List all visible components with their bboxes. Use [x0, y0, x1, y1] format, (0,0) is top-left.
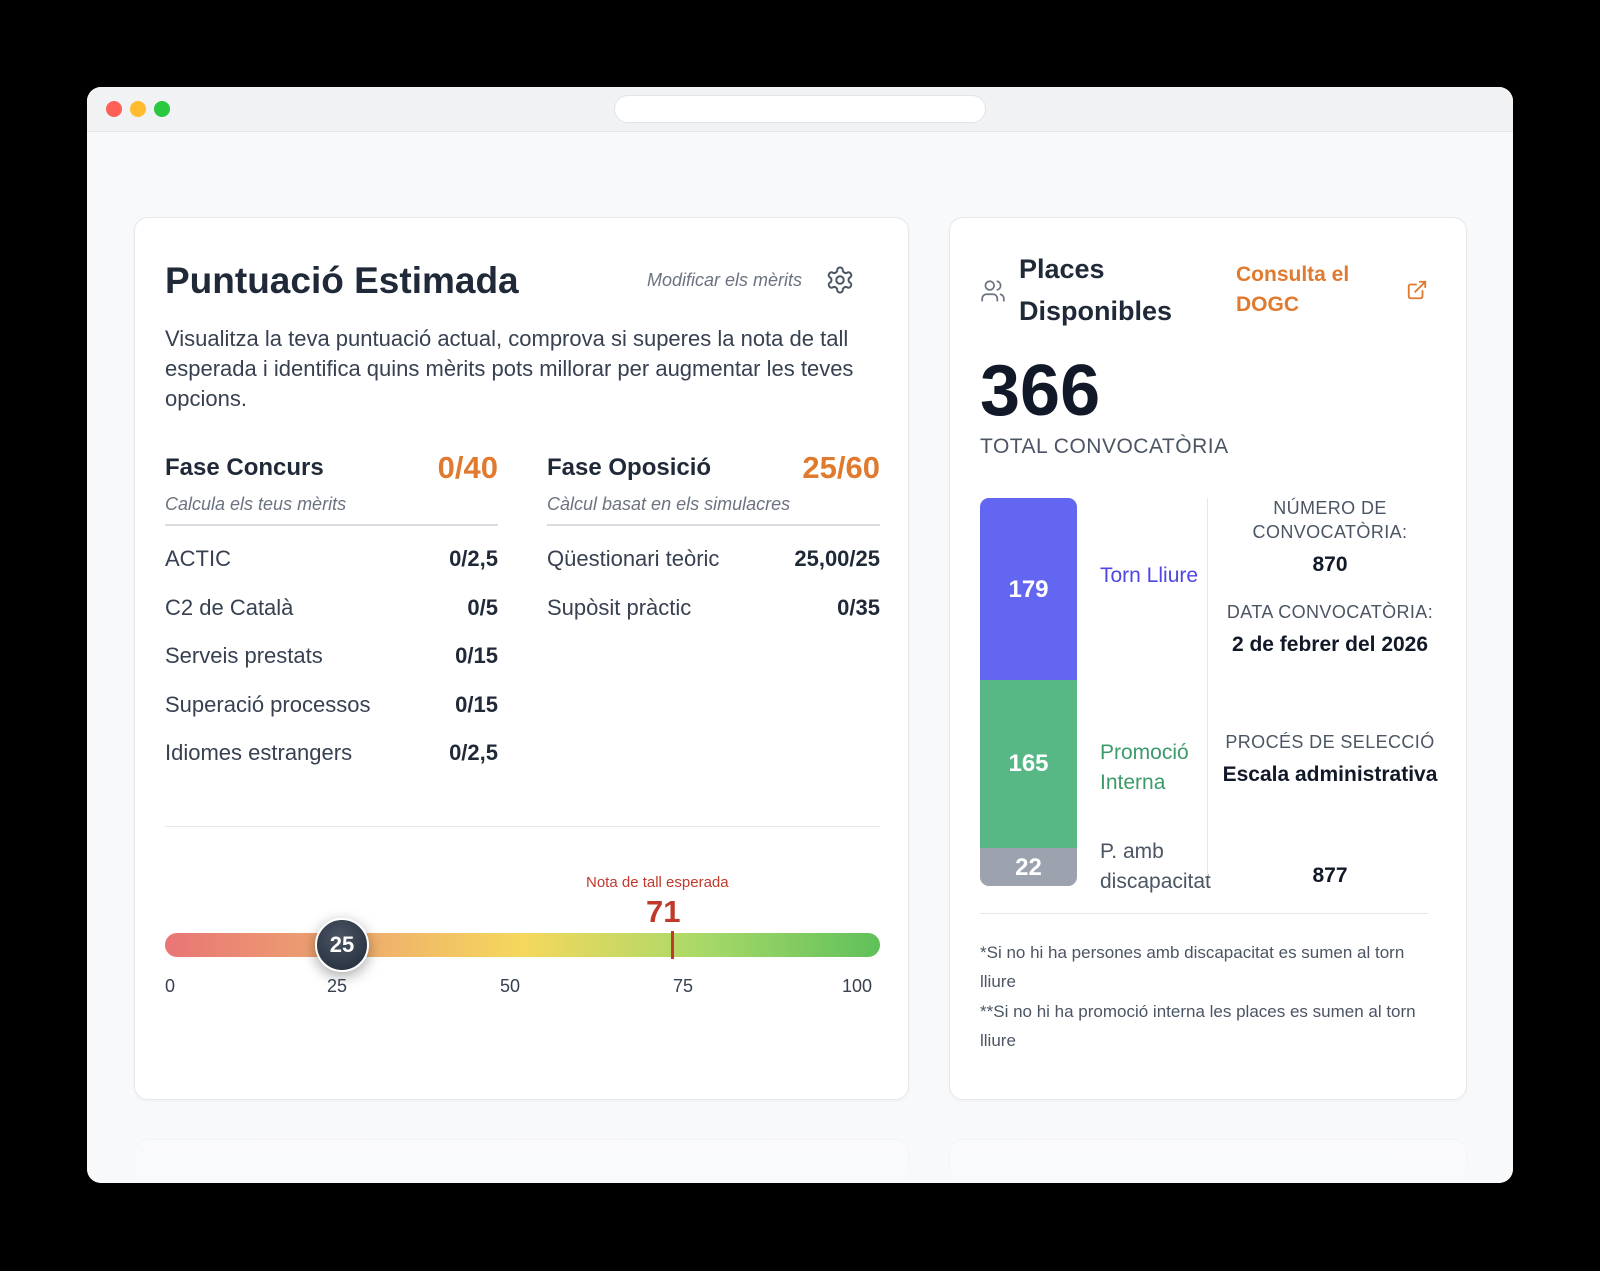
exam-value: 25,00/25	[794, 546, 880, 571]
gear-icon[interactable]	[825, 265, 855, 295]
places-stacked-bar: 179 165 22	[980, 498, 1077, 886]
phase-concurs-score: 0/40	[437, 450, 498, 485]
merit-value: 0/2,5	[449, 546, 498, 571]
merit-row-catala: C2 de Català 0/5	[165, 595, 498, 644]
address-bar[interactable]	[614, 95, 986, 123]
maximize-window-button[interactable]	[154, 101, 170, 117]
merit-row-idiomes: Idiomes estrangers 0/2,5	[165, 740, 498, 789]
exam-value: 0/35	[837, 594, 880, 620]
segment-discapacitat: 22	[980, 848, 1077, 886]
merit-label: Superació processos	[165, 691, 371, 717]
users-icon	[981, 280, 1005, 302]
cut-score-marker	[671, 931, 674, 959]
convocation-number: NÚMERO DE CONVOCATÒRIA: 870	[1220, 496, 1440, 580]
segment-torn-lliure: 179	[980, 498, 1077, 680]
merit-label: C2 de Català	[165, 594, 294, 620]
scale-tick: 75	[673, 976, 694, 996]
phase-oposicio-subtitle: Càlcul basat en els simulacres	[547, 494, 791, 514]
merit-label: ACTIC	[165, 546, 231, 571]
cut-score-label: Nota de tall esperada	[586, 874, 729, 891]
info-value: Escala administrativa	[1222, 763, 1438, 786]
score-card-description: Visualitza la teva puntuació actual, com…	[165, 326, 854, 411]
notes-divider	[980, 913, 1428, 914]
close-window-button[interactable]	[106, 101, 122, 117]
phase-concurs-title: Fase Concurs	[165, 454, 324, 481]
title-bar	[87, 87, 1513, 132]
current-score-knob[interactable]: 25	[315, 918, 369, 972]
minimize-window-button[interactable]	[130, 101, 146, 117]
merit-row-superacio: Superació processos 0/15	[165, 692, 498, 741]
places-card: Places Disponibles Consulta el DOGC 366 …	[949, 217, 1467, 1100]
browser-window: Puntuació Estimada Modificar els mèrits …	[87, 87, 1513, 1183]
phase-oposicio-title: Fase Oposició	[547, 454, 712, 481]
footnote: **Si no hi ha promoció interna les place…	[980, 1002, 1416, 1050]
segment-label-promocio-interna: Promoció Interna	[1100, 741, 1189, 794]
merit-value: 0/15	[455, 691, 498, 717]
segment-value: 179	[1008, 576, 1049, 603]
phase-divider	[547, 524, 880, 526]
segment-value: 165	[1008, 750, 1049, 777]
dogc-link[interactable]: Consulta el DOGC	[1236, 263, 1350, 316]
scale-tick: 100	[842, 976, 873, 996]
exam-label: Supòsit pràctic	[547, 594, 692, 620]
scale-tick: 50	[500, 976, 521, 996]
phase-concurs-subtitle[interactable]: Calcula els teus mèrits	[165, 494, 347, 514]
merit-value: 0/15	[455, 643, 498, 668]
merit-value: 0/5	[467, 594, 498, 620]
section-divider	[165, 826, 880, 827]
modify-merits-link[interactable]: Modificar els mèrits	[647, 270, 803, 290]
scale-tick: 25	[327, 976, 348, 996]
places-card-title: Places Disponibles	[1019, 254, 1173, 326]
merit-label: Serveis prestats	[165, 643, 323, 668]
scroll-fade	[87, 1107, 1513, 1183]
merit-row-actic: ACTIC 0/2,5	[165, 546, 498, 595]
exam-row-suposit: Supòsit pràctic 0/35	[547, 595, 880, 644]
score-card-title: Puntuació Estimada	[165, 260, 519, 301]
segment-promocio-interna: 165	[980, 680, 1077, 848]
merit-value: 0/2,5	[449, 740, 498, 765]
convocation-date: DATA CONVOCATÒRIA: 2 de febrer del 2026	[1220, 600, 1440, 660]
merit-label: Idiomes estrangers	[165, 740, 353, 765]
merit-row-serveis: Serveis prestats 0/15	[165, 643, 498, 692]
oposicio-exams-list: Qüestionari teòric 25,00/25 Supòsit pràc…	[547, 546, 880, 643]
segment-label-torn-lliure: Torn Lliure	[1100, 564, 1199, 587]
phase-oposicio-score: 25/60	[802, 450, 880, 485]
phase-divider	[165, 524, 498, 526]
info-value: 2 de febrer del 2026	[1231, 633, 1429, 656]
scale-tick: 0	[165, 976, 176, 996]
info-value: 877	[1312, 864, 1348, 887]
total-places: 366	[980, 351, 1101, 431]
score-card: Puntuació Estimada Modificar els mèrits …	[134, 217, 909, 1100]
info-value: 870	[1312, 553, 1348, 576]
info-label: DATA CONVOCATÒRIA:	[1226, 602, 1434, 622]
info-label: NÚMERO DE CONVOCATÒRIA:	[1252, 498, 1408, 542]
concurs-merits-list: ACTIC 0/2,5 C2 de Català 0/5 Serveis pre…	[165, 546, 498, 789]
vertical-divider	[1207, 498, 1208, 876]
segment-label-discapacitat: P. amb discapacitat	[1100, 840, 1211, 893]
footnote: *Si no hi ha persones amb discapacitat e…	[980, 943, 1405, 991]
selection-process: PROCÉS DE SELECCIÓ Escala administrativa	[1220, 730, 1440, 790]
score-scale-bar	[165, 933, 880, 957]
cut-score-value: 71	[646, 894, 681, 929]
exam-label: Qüestionari teòric	[547, 546, 720, 571]
external-link-icon[interactable]	[1406, 279, 1428, 301]
selection-process-code: 877	[1220, 855, 1440, 891]
total-places-label: TOTAL CONVOCATÒRIA	[980, 435, 1229, 458]
current-score-value: 25	[329, 932, 355, 957]
segment-value: 22	[1015, 854, 1042, 881]
exam-row-questionari: Qüestionari teòric 25,00/25	[547, 546, 880, 595]
info-label: PROCÉS DE SELECCIÓ	[1225, 732, 1435, 752]
